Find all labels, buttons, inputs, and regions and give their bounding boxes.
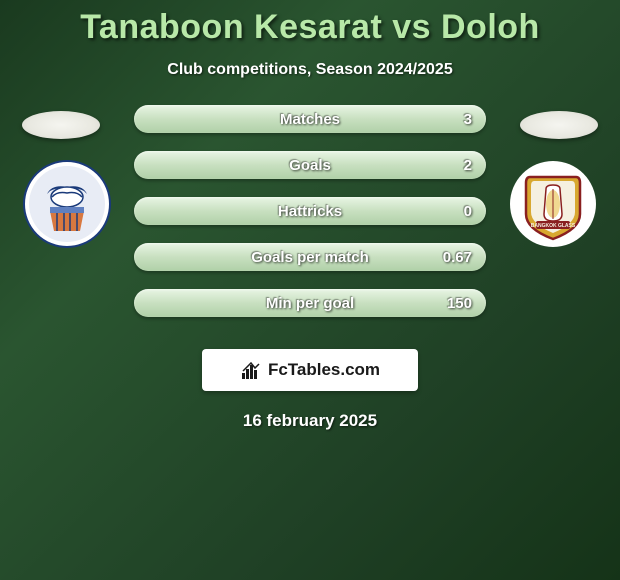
stat-label: Goals (289, 157, 331, 174)
stat-value: 0.67 (443, 249, 472, 266)
stat-label: Matches (280, 111, 340, 128)
stat-row-goals-per-match: Goals per match 0.67 (134, 243, 486, 271)
stat-rows: Matches 3 Goals 2 Hattricks 0 Goals per … (134, 105, 486, 335)
stat-value: 3 (464, 111, 472, 128)
chart-icon (240, 359, 262, 381)
stat-row-matches: Matches 3 (134, 105, 486, 133)
club-crest-right-icon: BANGKOK GLASS (508, 159, 598, 249)
club-badge-left (22, 159, 112, 249)
subtitle: Club competitions, Season 2024/2025 (0, 61, 620, 79)
branding-text: FcTables.com (268, 360, 380, 380)
stat-row-min-per-goal: Min per goal 150 (134, 289, 486, 317)
player-silhouette-right (520, 111, 598, 139)
stat-label: Min per goal (266, 295, 354, 312)
club-badge-right: BANGKOK GLASS (508, 159, 598, 249)
player-silhouette-left (22, 111, 100, 139)
stat-row-hattricks: Hattricks 0 (134, 197, 486, 225)
stat-value: 150 (447, 295, 472, 312)
stat-value: 2 (464, 157, 472, 174)
club-crest-left-icon (22, 159, 112, 249)
comparison-area: BANGKOK GLASS Matches 3 Goals 2 Hattrick… (0, 111, 620, 331)
stat-row-goals: Goals 2 (134, 151, 486, 179)
stat-label: Hattricks (278, 203, 342, 220)
branding-box[interactable]: FcTables.com (202, 349, 418, 391)
page-title: Tanaboon Kesarat vs Doloh (0, 8, 620, 47)
stat-label: Goals per match (251, 249, 369, 266)
date-text: 16 february 2025 (0, 411, 620, 431)
svg-text:BANGKOK GLASS: BANGKOK GLASS (531, 223, 576, 229)
stat-value: 0 (464, 203, 472, 220)
infographic-container: Tanaboon Kesarat vs Doloh Club competiti… (0, 0, 620, 431)
